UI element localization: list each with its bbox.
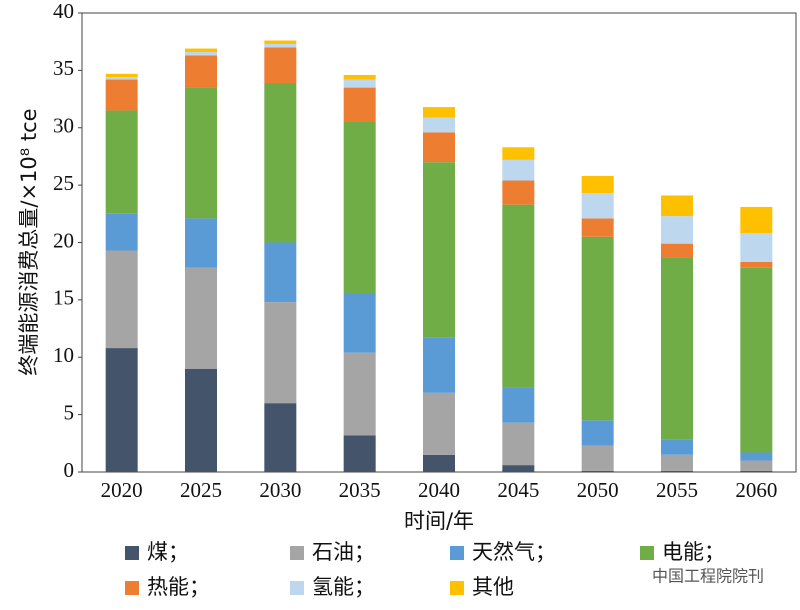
bar-segment	[502, 147, 535, 160]
bar-segment	[502, 180, 535, 205]
bar-segment	[502, 159, 535, 181]
bar-segment	[264, 403, 297, 472]
bar-segment	[502, 387, 535, 423]
x-tick-label: 2060	[735, 478, 777, 502]
x-tick-label: 2050	[577, 478, 619, 502]
bar-segment	[661, 454, 693, 471]
bar-segment	[581, 470, 614, 472]
y-tick-label: 30	[53, 114, 74, 138]
bar-segment	[581, 193, 614, 219]
bar-segment	[740, 233, 773, 263]
bar-segment	[423, 107, 455, 118]
bar-segment	[343, 79, 376, 88]
bar-segment	[581, 445, 614, 471]
legend-label: 天然气；	[472, 540, 556, 564]
y-tick-label: 10	[53, 343, 74, 367]
bar-segment	[105, 213, 138, 251]
y-tick-label: 25	[53, 171, 74, 195]
y-tick-label: 20	[53, 228, 74, 252]
x-tick-label: 2025	[180, 478, 222, 502]
x-tick-label: 2035	[339, 478, 381, 502]
x-tick-label: 2040	[418, 478, 460, 502]
bar-segment	[661, 216, 693, 244]
bar-segment	[105, 110, 138, 214]
bar-segment	[740, 452, 773, 461]
bar-segment	[423, 132, 455, 163]
bar-segment	[105, 77, 138, 80]
bar-segment	[105, 79, 138, 111]
legend-swatch	[125, 546, 139, 560]
legend-label: 电能；	[662, 540, 725, 564]
bar-segment	[264, 47, 297, 83]
watermark: 中国工程院院刊	[652, 567, 764, 586]
legend-swatch	[290, 581, 304, 595]
y-axis-label: 终端能源消费总量/×10⁸ tce	[17, 108, 41, 375]
y-tick-label: 35	[53, 56, 74, 80]
bar-segment	[740, 470, 773, 472]
legend-label: 石油；	[312, 540, 375, 564]
bar-segment	[661, 470, 693, 472]
bar-segment	[423, 392, 455, 455]
bar-segment	[105, 250, 138, 349]
x-axis-label: 时间/年	[404, 509, 474, 533]
bar-segment	[740, 267, 773, 453]
bar-segment	[423, 454, 455, 472]
x-tick-label: 2045	[497, 478, 539, 502]
bar-segment	[105, 73, 138, 78]
x-tick-label: 2055	[656, 478, 698, 502]
bar-segment	[661, 439, 693, 455]
bar-segment	[185, 48, 217, 53]
bar-segment	[661, 257, 693, 440]
bar-segment	[264, 82, 297, 243]
bar-segment	[423, 117, 455, 133]
bar-segment	[581, 218, 614, 237]
legend-swatch	[640, 546, 654, 560]
bar-segment	[343, 74, 376, 80]
bar-segment	[581, 175, 614, 194]
legend-label: 热能；	[147, 575, 210, 599]
bar-segment	[105, 348, 138, 472]
bar-segment	[581, 236, 614, 421]
bar-segment	[343, 435, 376, 472]
bar-segment	[185, 368, 217, 472]
legend-label: 煤；	[147, 540, 189, 564]
bar-segment	[502, 204, 535, 388]
bar-segment	[185, 55, 217, 88]
bar-segment	[502, 422, 535, 466]
bar-segment	[185, 52, 217, 56]
legend-swatch	[290, 546, 304, 560]
bar-segment	[264, 40, 297, 44]
bar-segment	[343, 87, 376, 123]
x-tick-label: 2020	[101, 478, 143, 502]
bar-segment	[581, 420, 614, 446]
bar-segment	[264, 242, 297, 303]
bar-segment	[185, 267, 217, 369]
legend-label: 氢能；	[312, 575, 375, 599]
y-tick-label: 15	[53, 286, 74, 310]
bar-segment	[661, 243, 693, 258]
bar-segment	[502, 465, 535, 472]
bar-segment	[264, 43, 297, 48]
bar-segment	[343, 352, 376, 436]
bar-segment	[423, 162, 455, 338]
x-tick-label: 2030	[259, 478, 301, 502]
y-tick-label: 0	[64, 458, 75, 482]
bar-segment	[185, 218, 217, 268]
bar-segment	[740, 460, 773, 471]
bar-segment	[740, 262, 773, 268]
bar-segment	[343, 122, 376, 293]
bar-segment	[740, 206, 773, 234]
bar-segment	[423, 337, 455, 393]
legend-swatch	[125, 581, 139, 595]
y-tick-label: 40	[53, 0, 74, 23]
bar-segment	[185, 87, 217, 219]
legend-swatch	[450, 546, 464, 560]
legend-swatch	[450, 581, 464, 595]
bar-segment	[343, 292, 376, 353]
y-tick-label: 5	[64, 400, 75, 424]
bar-segment	[661, 195, 693, 217]
bar-segment	[264, 302, 297, 404]
legend-label: 其他	[472, 575, 514, 599]
